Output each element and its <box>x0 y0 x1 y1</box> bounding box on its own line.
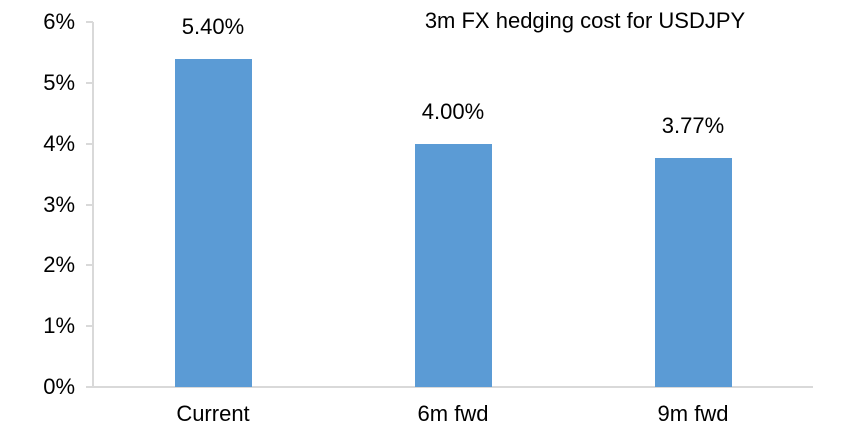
y-axis-tick <box>86 264 93 267</box>
y-axis-tick-label: 3% <box>43 191 75 217</box>
chart-title: 3m FX hedging cost for USDJPY <box>424 8 746 33</box>
y-axis-tick <box>86 203 93 206</box>
y-axis-tick-label: 4% <box>43 130 75 156</box>
bar-value-label: 3.77% <box>661 112 725 138</box>
y-axis-tick-label: 6% <box>43 9 75 34</box>
y-axis-tick <box>86 325 93 328</box>
bar-value-label: 4.00% <box>421 98 485 124</box>
y-axis-tick <box>86 386 93 388</box>
bar-6m-fwd <box>414 143 492 387</box>
bar-9m-fwd <box>654 157 732 387</box>
bar-value-label: 5.40% <box>181 13 245 39</box>
y-axis-tick-label: 2% <box>43 252 75 278</box>
y-axis-tick-label: 5% <box>43 69 75 95</box>
y-axis-tick <box>86 81 93 84</box>
x-axis-category-label: 6m fwd <box>417 401 489 426</box>
x-axis-category-label: 9m fwd <box>657 401 729 426</box>
y-axis-tick <box>86 21 93 23</box>
y-axis-line <box>92 22 94 388</box>
y-axis-tick-label: 1% <box>43 313 75 339</box>
x-axis-category-label: Current <box>176 401 250 426</box>
x-axis-line <box>93 386 813 388</box>
y-axis-tick <box>86 142 93 145</box>
y-axis-tick-label: 0% <box>43 374 75 399</box>
bar-current <box>174 58 252 387</box>
